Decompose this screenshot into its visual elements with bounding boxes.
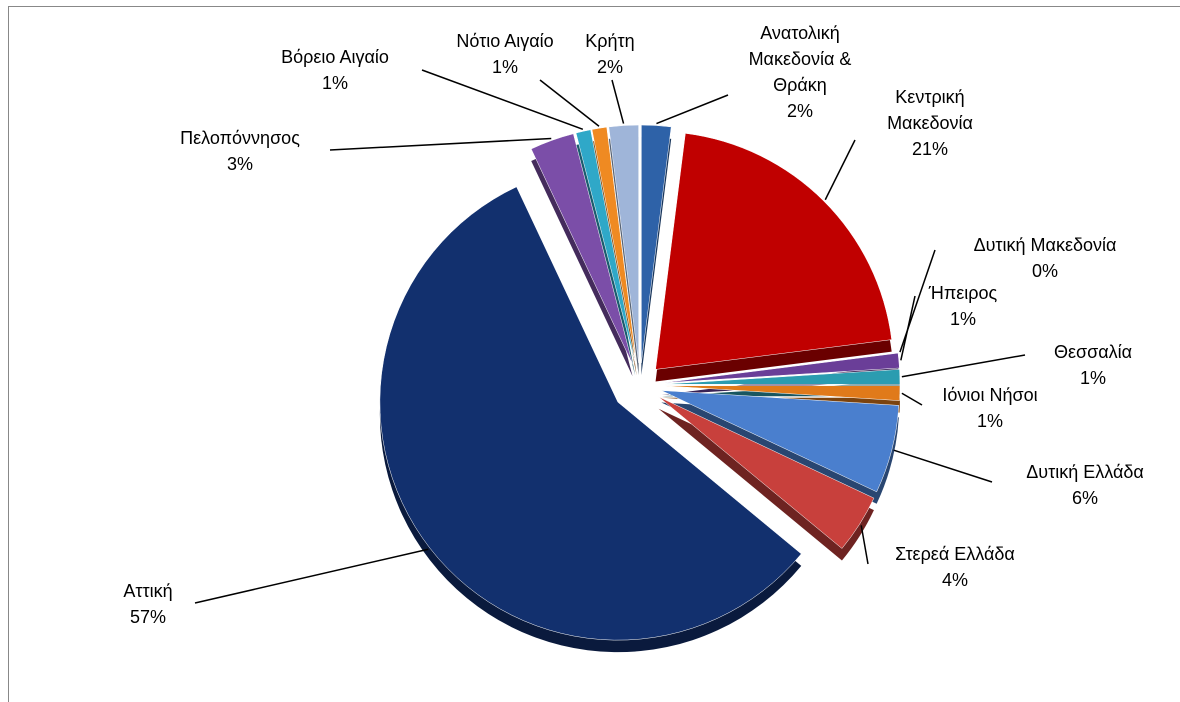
data-label: Ιόνιοι Νήσοι 1% bbox=[925, 382, 1055, 434]
data-label: Ανατολική Μακεδονία & Θράκη 2% bbox=[735, 20, 865, 124]
value-label: 3% bbox=[226, 154, 253, 174]
leader-line bbox=[539, 79, 600, 127]
leader-line bbox=[824, 139, 856, 201]
leader-line bbox=[421, 69, 584, 131]
leader-line bbox=[194, 548, 429, 604]
category-label: Ανατολική Μακεδονία & Θράκη bbox=[748, 23, 852, 95]
slice bbox=[608, 124, 639, 364]
category-label: Κεντρική Μακεδονία bbox=[887, 87, 973, 133]
slice bbox=[661, 385, 901, 401]
value-label: 2% bbox=[786, 101, 813, 121]
category-label: Βόρειο Αιγαίο bbox=[281, 47, 389, 67]
value-label: 4% bbox=[941, 570, 968, 590]
category-label: Ήπειρος bbox=[928, 283, 998, 303]
data-label: Νότιο Αιγαίο 1% bbox=[430, 28, 580, 80]
data-label: Βόρειο Αιγαίο 1% bbox=[250, 44, 420, 96]
category-label: Στερεά Ελλάδα bbox=[895, 544, 1015, 564]
category-label: Δυτική Ελλάδα bbox=[1026, 462, 1144, 482]
category-label: Θεσσαλία bbox=[1053, 342, 1133, 362]
leader-line bbox=[860, 525, 869, 565]
value-label: 1% bbox=[321, 73, 348, 93]
data-label: Δυτική Ελλάδα 6% bbox=[1000, 459, 1170, 511]
value-label: 2% bbox=[596, 57, 623, 77]
slice bbox=[661, 390, 900, 493]
slice bbox=[530, 133, 633, 365]
slice bbox=[661, 352, 900, 384]
category-label: Νότιο Αιγαίο bbox=[456, 31, 554, 51]
value-label: 1% bbox=[1079, 368, 1106, 388]
leader-line bbox=[329, 137, 552, 151]
slice bbox=[641, 124, 672, 364]
data-label: Στερεά Ελλάδα 4% bbox=[870, 541, 1040, 593]
category-label: Ιόνιοι Νήσοι bbox=[942, 385, 1038, 405]
slice bbox=[591, 126, 637, 364]
value-label: 1% bbox=[949, 309, 976, 329]
category-label: Αττική bbox=[123, 581, 173, 601]
data-label: Ήπειρος 1% bbox=[913, 280, 1013, 332]
slice bbox=[655, 133, 892, 370]
data-label: Κεντρική Μακεδονία 21% bbox=[855, 84, 1005, 162]
data-label: Δυτική Μακεδονία 0% bbox=[930, 232, 1160, 284]
leader-line bbox=[893, 449, 993, 483]
category-label: Κρήτη bbox=[585, 31, 635, 51]
category-label: Πελοπόννησος bbox=[180, 128, 300, 148]
leader-line bbox=[901, 392, 923, 406]
data-label: Αττική 57% bbox=[103, 578, 193, 630]
value-label: 1% bbox=[491, 57, 518, 77]
leader-line bbox=[656, 94, 729, 125]
leader-line bbox=[900, 295, 916, 361]
slice bbox=[658, 396, 875, 549]
value-label: 57% bbox=[129, 607, 167, 627]
category-label: Δυτική Μακεδονία bbox=[973, 235, 1117, 255]
slice bbox=[379, 186, 802, 641]
leader-line bbox=[611, 79, 625, 124]
data-label: Πελοπόννησος 3% bbox=[150, 125, 330, 177]
value-label: 0% bbox=[1031, 261, 1058, 281]
value-label: 6% bbox=[1071, 488, 1098, 508]
slice-side bbox=[531, 145, 633, 377]
leader-line bbox=[901, 354, 1026, 378]
slice bbox=[575, 129, 636, 364]
data-label: Θεσσαλία 1% bbox=[1023, 339, 1163, 391]
value-label: 21% bbox=[911, 139, 949, 159]
value-label: 1% bbox=[976, 411, 1003, 431]
data-label: Κρήτη 2% bbox=[570, 28, 650, 80]
slice bbox=[661, 369, 901, 385]
chart-frame bbox=[8, 6, 1180, 702]
